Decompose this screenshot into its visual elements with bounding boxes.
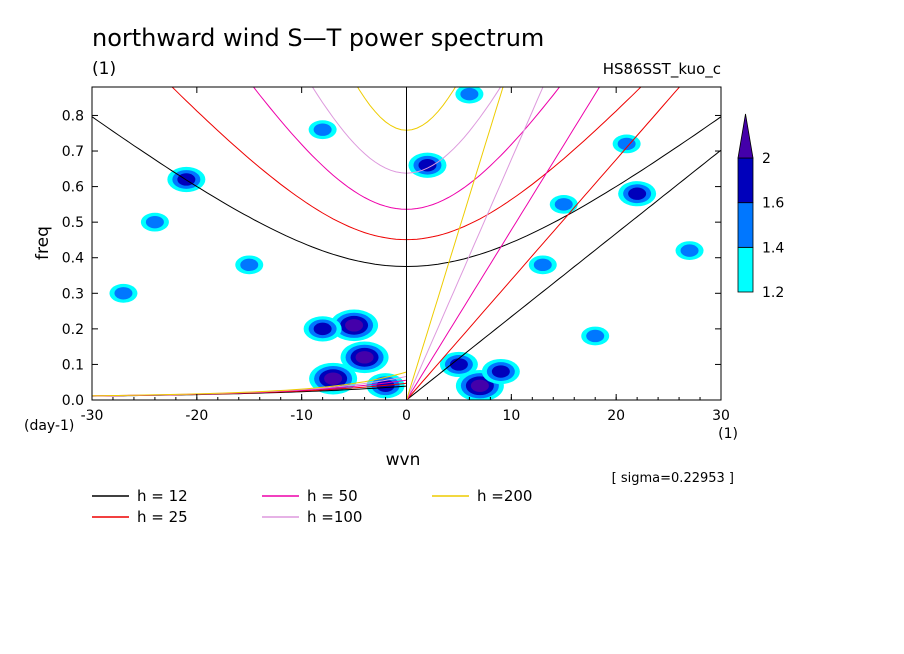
y-tick-label: 0.2 xyxy=(62,322,84,338)
sigma-text: [ sigma=0.22953 ] xyxy=(612,471,734,486)
power-region xyxy=(235,255,264,275)
y-tick-label: 0.8 xyxy=(62,108,84,124)
y-tick-label: 0.4 xyxy=(62,251,84,267)
colorbar: 1.2 1.4 1.6 2 xyxy=(737,113,784,301)
x-tick-label: 0 xyxy=(402,408,411,424)
y-tick-label: 0.5 xyxy=(62,215,84,231)
contour-level xyxy=(491,365,510,378)
power-region xyxy=(340,341,389,374)
power-region xyxy=(612,134,641,154)
legend-label: h = 50 xyxy=(307,487,358,505)
contour-level xyxy=(533,258,552,272)
chart-subtitle: (1) xyxy=(92,59,116,79)
contour-level xyxy=(324,372,343,385)
legend-entry: h =100 xyxy=(262,508,362,526)
power-region xyxy=(140,212,169,232)
power-region xyxy=(675,241,704,261)
power-region xyxy=(330,309,379,342)
contour-level xyxy=(355,351,374,364)
power-region xyxy=(618,181,657,207)
curve-legend: h = 12 h = 25 h = 50 h =100 h =200 xyxy=(92,487,532,526)
power-region xyxy=(109,283,138,303)
legend-label: h =100 xyxy=(307,508,362,526)
power-region xyxy=(439,351,478,378)
power-region xyxy=(455,87,484,104)
contour-level xyxy=(345,319,364,332)
kelvin-branch xyxy=(406,87,681,400)
y-tick-label: 0.7 xyxy=(62,144,84,160)
dispersion-curves xyxy=(92,87,721,400)
kelvin-branch xyxy=(406,87,504,400)
legend-entry: h =200 xyxy=(432,487,532,505)
contour-level xyxy=(470,379,489,392)
x-tick-label: 20 xyxy=(607,408,625,424)
power-region xyxy=(408,152,447,178)
contour-level xyxy=(313,322,332,336)
run-label: HS86SST_kuo_c xyxy=(603,60,721,79)
contour-level xyxy=(449,358,468,371)
power-region xyxy=(549,194,578,214)
power-region xyxy=(303,316,342,342)
legend-entry: h = 25 xyxy=(92,508,188,526)
y-tick-label: 0.3 xyxy=(62,286,84,302)
rossby-branch xyxy=(92,371,407,397)
colorbar-swatch xyxy=(737,246,754,293)
x-tick-label: 30 xyxy=(712,408,730,424)
x-tick-label: -20 xyxy=(185,408,208,424)
contour-level xyxy=(554,198,573,211)
contour-level xyxy=(313,123,332,136)
kelvin-branch xyxy=(406,149,721,400)
contour-level xyxy=(628,187,647,200)
contour-level xyxy=(586,329,605,343)
power-region xyxy=(481,358,520,385)
legend-label: h = 25 xyxy=(137,508,188,526)
x-axis-label: wvn xyxy=(386,450,421,470)
colorbar-swatch xyxy=(737,202,754,248)
kelvin-branch xyxy=(406,87,601,400)
colorbar-extension xyxy=(737,113,754,159)
x-tick-label: 10 xyxy=(502,408,520,424)
axis-ticks: -30 -20 -10 0 10 20 30 0.0 0.1 0.2 0.3 0.4 0.5 0.6 0.7… xyxy=(62,87,730,424)
legend-entry: h = 50 xyxy=(262,487,358,505)
x-unit-label: (1) xyxy=(718,426,738,442)
x-tick-label: -30 xyxy=(81,408,104,424)
y-tick-label: 0.1 xyxy=(62,357,84,373)
colorbar-swatch xyxy=(737,157,754,204)
chart-title: northward wind S—T power spectrum xyxy=(92,24,544,52)
contour-level xyxy=(145,215,164,229)
contour-level xyxy=(240,258,259,272)
power-contours xyxy=(109,87,704,400)
colorbar-label: 1.4 xyxy=(762,240,784,256)
contour-level xyxy=(114,287,133,300)
legend-label: h =200 xyxy=(477,487,532,505)
power-region xyxy=(528,255,557,275)
contour-level xyxy=(460,87,479,101)
y-tick-label: 0.0 xyxy=(62,393,84,409)
power-region xyxy=(581,326,610,346)
colorbar-label: 2 xyxy=(762,151,771,167)
power-region xyxy=(308,120,337,140)
legend-label: h = 12 xyxy=(137,487,188,505)
y-axis-label: freq xyxy=(33,226,53,260)
y-tick-label: 0.6 xyxy=(62,180,84,196)
contour-level xyxy=(418,159,437,172)
contour-level xyxy=(680,244,699,257)
x-tick-label: -10 xyxy=(290,408,313,424)
colorbar-label: 1.2 xyxy=(762,285,784,301)
contour-level xyxy=(617,137,636,151)
kelvin-branch xyxy=(406,87,544,400)
rossby-branch xyxy=(92,382,407,397)
y-unit-label: (day-1) xyxy=(24,418,74,434)
legend-entry: h = 12 xyxy=(92,487,188,505)
colorbar-label: 1.6 xyxy=(762,196,784,212)
